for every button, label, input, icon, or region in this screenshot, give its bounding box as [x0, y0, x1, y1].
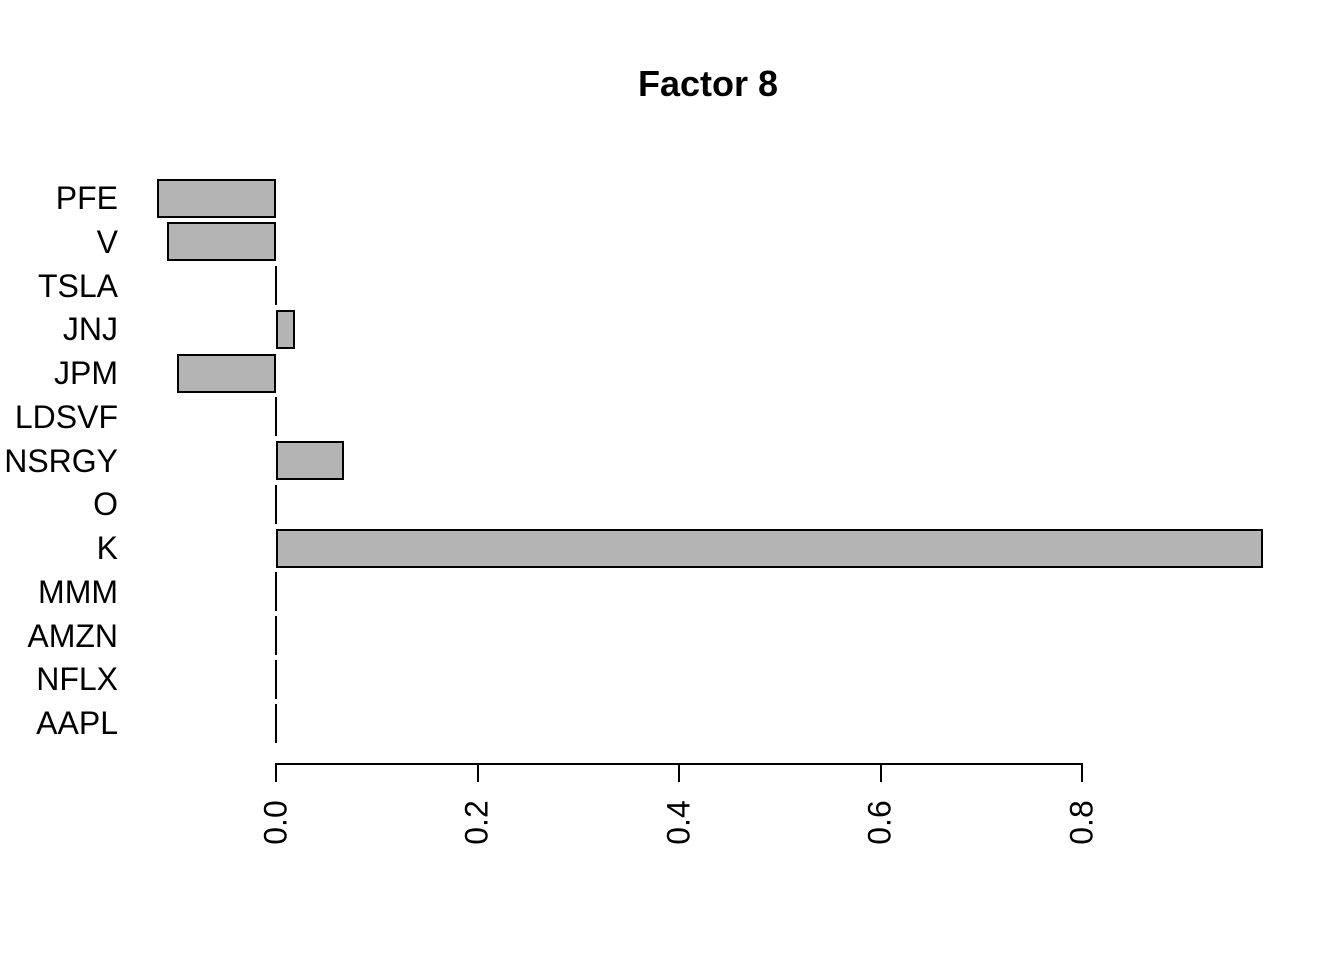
y-axis-label-pfe: PFE — [55, 180, 118, 216]
y-axis-label-jnj: JNJ — [62, 311, 118, 348]
bar-amzn — [275, 616, 277, 655]
y-axis-label-nflx: NFLX — [36, 661, 118, 698]
x-tick-label-0.0: 0.0 — [244, 790, 308, 854]
bar-jnj — [276, 309, 296, 349]
bar-pfe — [157, 178, 276, 218]
x-axis-tick-0.4 — [678, 763, 680, 782]
x-axis-tick-0.0 — [275, 763, 277, 782]
x-tick-label-text: 0.4 — [660, 799, 697, 845]
y-axis-label-nsrgy: NSRGY — [4, 442, 118, 479]
x-axis-tick-0.2 — [476, 763, 479, 782]
y-axis-label-amzn: AMZN — [27, 617, 118, 654]
y-axis-label-jpm: JPM — [54, 355, 118, 391]
bar-aapl — [275, 703, 277, 743]
x-tick-label-text: 0.8 — [1063, 799, 1100, 845]
bar-k — [276, 528, 1264, 568]
y-axis-label-k: K — [96, 530, 118, 566]
x-tick-label-text: 0.6 — [861, 799, 898, 845]
chart-title: Factor 8 — [637, 63, 779, 104]
bar-nsrgy — [276, 441, 344, 480]
bar-ldsvf — [275, 397, 277, 437]
bar-nflx — [275, 659, 277, 699]
bar-o — [275, 484, 277, 524]
y-axis-label-tsla: TSLA — [37, 267, 118, 304]
bar-v — [167, 222, 276, 262]
y-axis-label-v: V — [96, 223, 118, 260]
x-axis-tick-0.6 — [879, 763, 882, 782]
bar-tsla — [275, 266, 277, 305]
x-axis-tick-0.8 — [1081, 763, 1083, 782]
x-tick-label-text: 0.2 — [458, 799, 495, 845]
bar-mmm — [275, 572, 277, 612]
y-axis-label-mmm: MMM — [38, 573, 118, 610]
bar-jpm — [177, 353, 276, 393]
y-axis-label-o: O — [93, 486, 118, 523]
x-tick-label-0.8: 0.8 — [1050, 790, 1114, 854]
x-tick-label-0.6: 0.6 — [849, 790, 913, 854]
x-tick-label-0.2: 0.2 — [446, 790, 510, 854]
x-tick-label-0.4: 0.4 — [647, 790, 711, 854]
x-tick-label-text: 0.0 — [257, 799, 294, 845]
y-axis-label-aapl: AAPL — [36, 705, 118, 741]
y-axis-label-ldsvf: LDSVF — [14, 398, 118, 435]
